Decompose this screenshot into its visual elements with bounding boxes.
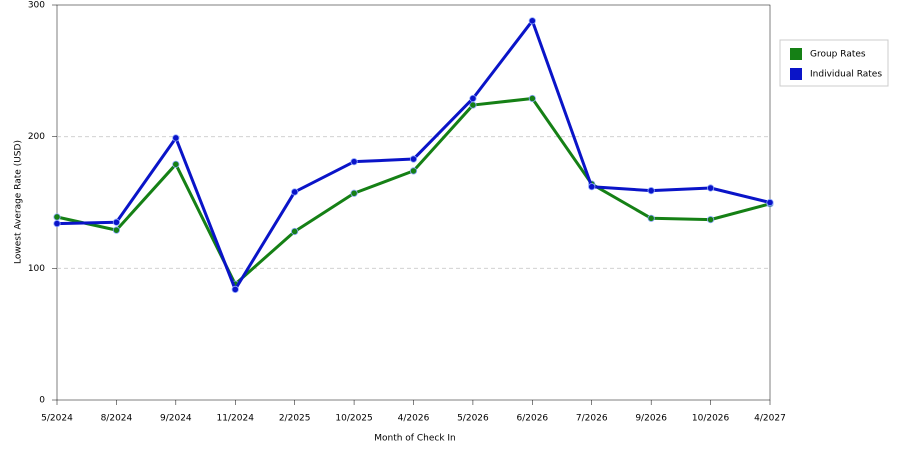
y-tick-label: 0 xyxy=(39,396,45,406)
legend-label: Individual Rates xyxy=(810,70,882,80)
plot-area xyxy=(56,4,771,401)
y-tick-label: 100 xyxy=(28,264,45,274)
x-tick-label: 7/2026 xyxy=(576,414,608,424)
data-point xyxy=(528,17,536,25)
y-axis-label: Lowest Average Rate (USD) xyxy=(14,140,24,264)
x-tick-label: 6/2026 xyxy=(516,414,548,424)
legend-label: Group Rates xyxy=(810,50,866,60)
x-tick-label: 8/2024 xyxy=(101,414,133,424)
data-point xyxy=(409,155,418,163)
data-point xyxy=(350,189,358,197)
data-point xyxy=(706,216,715,224)
data-point xyxy=(172,160,180,168)
y-tick-label: 300 xyxy=(28,1,45,11)
x-tick-label: 4/2026 xyxy=(398,414,430,424)
data-point xyxy=(53,219,61,228)
data-point xyxy=(112,226,121,234)
x-tick-label: 5/2026 xyxy=(457,414,489,424)
x-tick-label: 10/2026 xyxy=(692,414,730,424)
data-point xyxy=(231,285,239,293)
y-tick-label: 200 xyxy=(28,132,45,142)
data-point xyxy=(647,214,655,222)
data-point xyxy=(706,184,715,192)
x-tick-label: 10/2025 xyxy=(335,414,372,424)
data-point xyxy=(409,167,418,175)
data-point xyxy=(647,187,655,195)
x-tick-label: 5/2024 xyxy=(41,414,73,424)
data-point xyxy=(588,183,596,191)
x-tick-label: 11/2024 xyxy=(217,414,255,424)
data-point xyxy=(350,158,358,166)
legend-swatch xyxy=(790,48,802,60)
data-point xyxy=(53,213,61,221)
x-tick-label: 9/2026 xyxy=(635,414,667,424)
x-tick-label: 2/2025 xyxy=(279,414,311,424)
x-axis-label: Month of Check In xyxy=(374,434,456,444)
data-point xyxy=(528,94,536,103)
data-point xyxy=(291,188,299,196)
data-point xyxy=(291,227,299,236)
data-point xyxy=(172,134,180,142)
data-point xyxy=(469,94,477,103)
x-tick-label: 9/2024 xyxy=(160,414,192,424)
x-tick-label: 4/2027 xyxy=(754,414,786,424)
legend-swatch xyxy=(790,68,802,80)
data-point xyxy=(766,198,774,207)
data-point xyxy=(112,218,121,226)
